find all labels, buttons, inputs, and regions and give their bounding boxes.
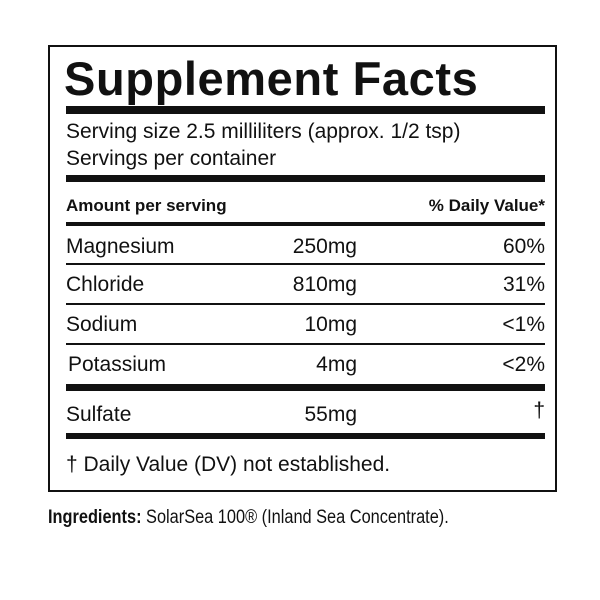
ingredients-label: Ingredients: [48, 507, 142, 528]
nutrient-dv: <2% [502, 353, 545, 376]
thin-rule [66, 303, 545, 305]
nutrient-name: Magnesium [66, 235, 175, 258]
daily-value-header: % Daily Value* [428, 196, 545, 215]
nutrient-amount: 810mg [292, 273, 357, 296]
nutrient-name: Potassium [68, 353, 167, 376]
nutrient-dv: <1% [502, 313, 545, 336]
thick-rule [66, 106, 545, 114]
nutrient-name: Sulfate [66, 403, 132, 426]
rule [66, 222, 545, 226]
nutrient-amount: 55mg [304, 403, 357, 426]
nutrient-amount: 4mg [316, 353, 357, 376]
thick-rule [66, 384, 545, 391]
thin-rule [66, 343, 545, 345]
nutrient-amount: 10mg [304, 313, 357, 336]
nutrient-amount: 250mg [292, 235, 357, 258]
nutrient-name: Chloride [66, 273, 145, 296]
nutrient-name: Sodium [66, 313, 138, 336]
nutrient-dv: 31% [502, 273, 545, 296]
amount-header: Amount per serving [66, 196, 227, 215]
thin-rule [66, 263, 545, 265]
footnote: † Daily Value (DV) not established. [66, 453, 391, 476]
servings-per-container: Servings per container [66, 147, 277, 170]
facts-panel: Supplement Facts Serving size 2.5 millil… [48, 45, 557, 492]
ingredients: Ingredients: SolarSea 100® (Inland Sea C… [48, 508, 449, 527]
nutrient-dv: 60% [502, 235, 545, 258]
nutrient-dv: † [533, 399, 545, 422]
ingredients-text: SolarSea 100® (Inland Sea Concentrate). [146, 507, 449, 528]
title: Supplement Facts [64, 52, 479, 105]
serving-size: Serving size 2.5 milliliters (approx. 1/… [66, 120, 461, 143]
thick-rule [66, 433, 545, 439]
thick-rule [66, 175, 545, 182]
